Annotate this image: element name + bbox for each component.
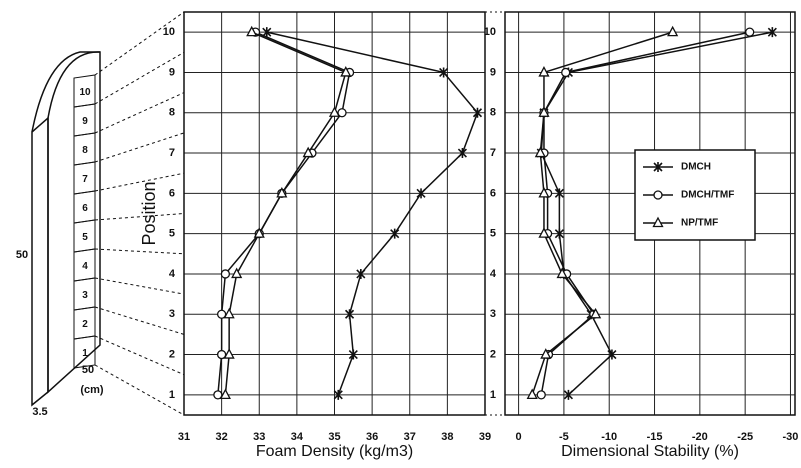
x-axis-title: Foam Density (kg/m3) xyxy=(256,443,413,460)
marker xyxy=(221,270,229,278)
x-tick-label: -30 xyxy=(783,431,799,443)
cell-label: 9 xyxy=(82,116,88,127)
marker xyxy=(232,269,241,278)
y-tick-label: 2 xyxy=(169,348,175,360)
cell-label: 4 xyxy=(82,261,88,272)
cell-label: 10 xyxy=(79,87,91,98)
y-tick-label: 1 xyxy=(169,389,175,401)
y-tick-label: 10 xyxy=(484,26,496,38)
x-tick-label: -25 xyxy=(737,431,753,443)
x-tick-label: -20 xyxy=(692,431,708,443)
cell-label: 8 xyxy=(82,145,88,156)
x-tick-label: 39 xyxy=(479,431,491,443)
unit-label: (cm) xyxy=(80,384,104,396)
x-axis-title: Dimensional Stability (%) xyxy=(561,443,739,460)
marker xyxy=(537,391,545,399)
marker xyxy=(746,28,754,36)
x-tick-label: 34 xyxy=(291,431,304,443)
y-tick-label: 3 xyxy=(490,308,496,320)
height-label: 50 xyxy=(16,249,28,261)
x-tick-label: 37 xyxy=(404,431,416,443)
cell-label: 1 xyxy=(82,348,88,359)
y-tick-label: 9 xyxy=(490,66,496,78)
legend-label: NP/TMF xyxy=(681,218,718,229)
cell-label: 3 xyxy=(82,290,88,301)
y-tick-label: 5 xyxy=(490,228,496,240)
y-tick-label: 8 xyxy=(490,107,496,119)
y-tick-label: 4 xyxy=(169,268,176,280)
y-tick-label: 3 xyxy=(169,308,175,320)
marker xyxy=(562,68,570,76)
figure: 50 3.5 50 (cm) 1234567891031323334353637… xyxy=(0,0,801,468)
legend-label: DMCH xyxy=(681,162,711,173)
x-tick-label: 35 xyxy=(328,431,340,443)
x-tick-label: -10 xyxy=(601,431,617,443)
series-line xyxy=(225,32,345,395)
y-tick-label: 7 xyxy=(169,147,175,159)
x-tick-label: 31 xyxy=(178,431,190,443)
cell-label: 2 xyxy=(82,319,88,330)
cell-label: 6 xyxy=(82,203,88,214)
y-tick-label: 8 xyxy=(169,107,175,119)
y-tick-label: 6 xyxy=(490,187,496,199)
y-tick-label: 5 xyxy=(169,228,175,240)
leader-line xyxy=(95,249,184,254)
marker xyxy=(528,390,537,399)
x-tick-label: -15 xyxy=(647,431,663,443)
y-tick-label: 9 xyxy=(169,66,175,78)
leader-line xyxy=(95,278,184,294)
cell-label: 7 xyxy=(82,174,88,185)
thickness-label: 3.5 xyxy=(32,406,47,418)
x-tick-label: 0 xyxy=(516,431,522,443)
x-tick-label: -5 xyxy=(559,431,569,443)
legend-label: DMCH/TMF xyxy=(681,190,734,201)
y-axis-title: Position xyxy=(139,181,159,245)
x-tick-label: 36 xyxy=(366,431,378,443)
y-tick-label: 10 xyxy=(163,26,175,38)
y-tick-label: 6 xyxy=(169,187,175,199)
y-tick-label: 1 xyxy=(490,389,496,401)
cell-label: 5 xyxy=(82,232,88,243)
x-tick-label: 38 xyxy=(441,431,453,443)
x-tick-label: 33 xyxy=(253,431,265,443)
y-tick-label: 7 xyxy=(490,147,496,159)
panel-edge xyxy=(32,118,48,405)
series-line xyxy=(218,32,350,395)
legend-marker xyxy=(654,191,662,199)
y-tick-label: 4 xyxy=(490,268,497,280)
y-tick-label: 2 xyxy=(490,348,496,360)
marker xyxy=(668,27,677,36)
x-tick-label: 32 xyxy=(216,431,228,443)
